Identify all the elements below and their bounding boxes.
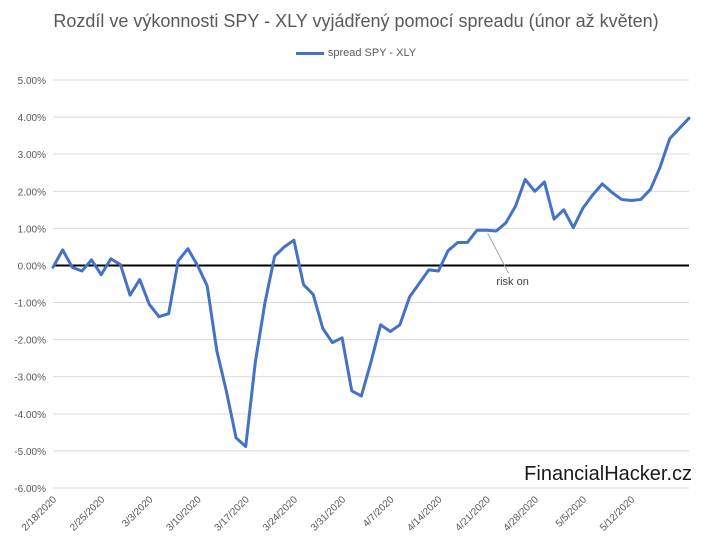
- series-layer: [51, 116, 691, 448]
- annotation-label: risk on: [496, 276, 528, 288]
- y-tick-label: 5.00%: [18, 76, 46, 87]
- legend-label: spread SPY - XLY: [327, 47, 417, 59]
- x-tick-label: 3/17/2020: [213, 494, 253, 534]
- watermark: FinancialHacker.cz: [524, 463, 692, 485]
- x-tick-label: 4/21/2020: [454, 494, 494, 534]
- x-tick-label: 3/31/2020: [309, 494, 349, 534]
- y-tick-label: 1.00%: [18, 224, 46, 235]
- x-axis-ticks: 2/18/2020 2/25/2020 3/3/2020 3/10/2020 3/17/…: [20, 494, 638, 534]
- annotation: risk on: [487, 232, 529, 288]
- y-tick-label: 0.00%: [18, 261, 46, 272]
- x-tick-label: 2/18/2020: [20, 494, 60, 534]
- y-tick-label: 3.00%: [18, 150, 46, 161]
- x-tick-label: 5/12/2020: [598, 494, 638, 534]
- series-line: [51, 116, 691, 448]
- x-tick-label: 3/24/2020: [261, 494, 301, 534]
- gridlines: [53, 79, 689, 489]
- legend-swatch: [295, 51, 324, 55]
- x-tick-label: 3/3/2020: [120, 494, 156, 530]
- y-tick-label: -1.00%: [14, 299, 46, 310]
- y-tick-label: 2.00%: [18, 187, 46, 198]
- y-tick-label: -6.00%: [14, 484, 46, 495]
- y-tick-label: -3.00%: [14, 373, 46, 384]
- x-tick-label: 5/5/2020: [554, 494, 590, 530]
- annotation-leader: [487, 232, 510, 274]
- legend: spread SPY - XLY: [0, 47, 712, 59]
- x-tick-label: 4/7/2020: [361, 494, 397, 530]
- y-tick-label: 4.00%: [18, 113, 46, 124]
- y-tick-label: -2.00%: [14, 336, 46, 347]
- x-tick-label: 2/25/2020: [68, 494, 108, 534]
- chart-title: Rozdíl ve výkonnosti SPY - XLY vyjádřený…: [53, 11, 659, 31]
- y-tick-label: -5.00%: [14, 447, 46, 458]
- y-axis-ticks: 5.00% 4.00% 3.00% 2.00% 1.00% 0.00% -1.00% -2.0…: [14, 76, 46, 495]
- y-tick-label: -4.00%: [14, 410, 46, 421]
- x-tick-label: 4/28/2020: [502, 494, 542, 534]
- x-tick-label: 4/14/2020: [405, 494, 445, 534]
- x-tick-label: 3/10/2020: [164, 494, 204, 534]
